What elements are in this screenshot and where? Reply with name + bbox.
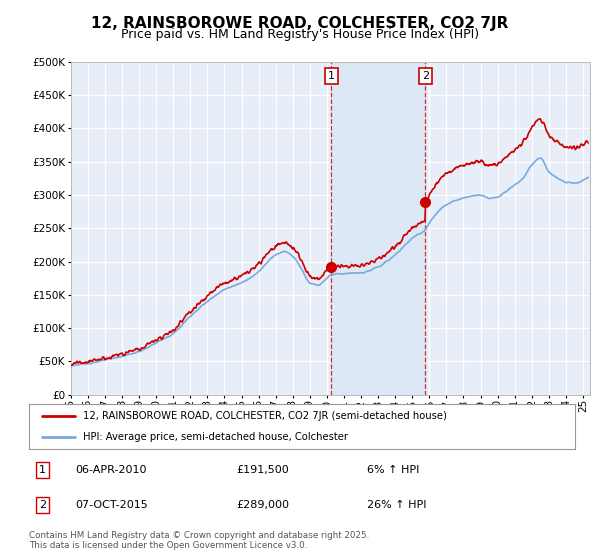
Text: 07-OCT-2015: 07-OCT-2015 xyxy=(75,500,148,510)
Text: 2: 2 xyxy=(422,71,429,81)
Text: Contains HM Land Registry data © Crown copyright and database right 2025.
This d: Contains HM Land Registry data © Crown c… xyxy=(29,531,369,550)
Text: Price paid vs. HM Land Registry's House Price Index (HPI): Price paid vs. HM Land Registry's House … xyxy=(121,28,479,41)
Text: £191,500: £191,500 xyxy=(236,465,289,475)
Text: 12, RAINSBOROWE ROAD, COLCHESTER, CO2 7JR: 12, RAINSBOROWE ROAD, COLCHESTER, CO2 7J… xyxy=(91,16,509,31)
Text: 1: 1 xyxy=(328,71,335,81)
Text: 26% ↑ HPI: 26% ↑ HPI xyxy=(367,500,427,510)
Text: £289,000: £289,000 xyxy=(236,500,289,510)
Text: 2: 2 xyxy=(39,500,46,510)
Text: 6% ↑ HPI: 6% ↑ HPI xyxy=(367,465,419,475)
Text: HPI: Average price, semi-detached house, Colchester: HPI: Average price, semi-detached house,… xyxy=(83,432,349,442)
Text: 1: 1 xyxy=(39,465,46,475)
Text: 12, RAINSBOROWE ROAD, COLCHESTER, CO2 7JR (semi-detached house): 12, RAINSBOROWE ROAD, COLCHESTER, CO2 7J… xyxy=(83,412,447,422)
Bar xyxy=(331,62,425,395)
Text: 06-APR-2010: 06-APR-2010 xyxy=(75,465,147,475)
